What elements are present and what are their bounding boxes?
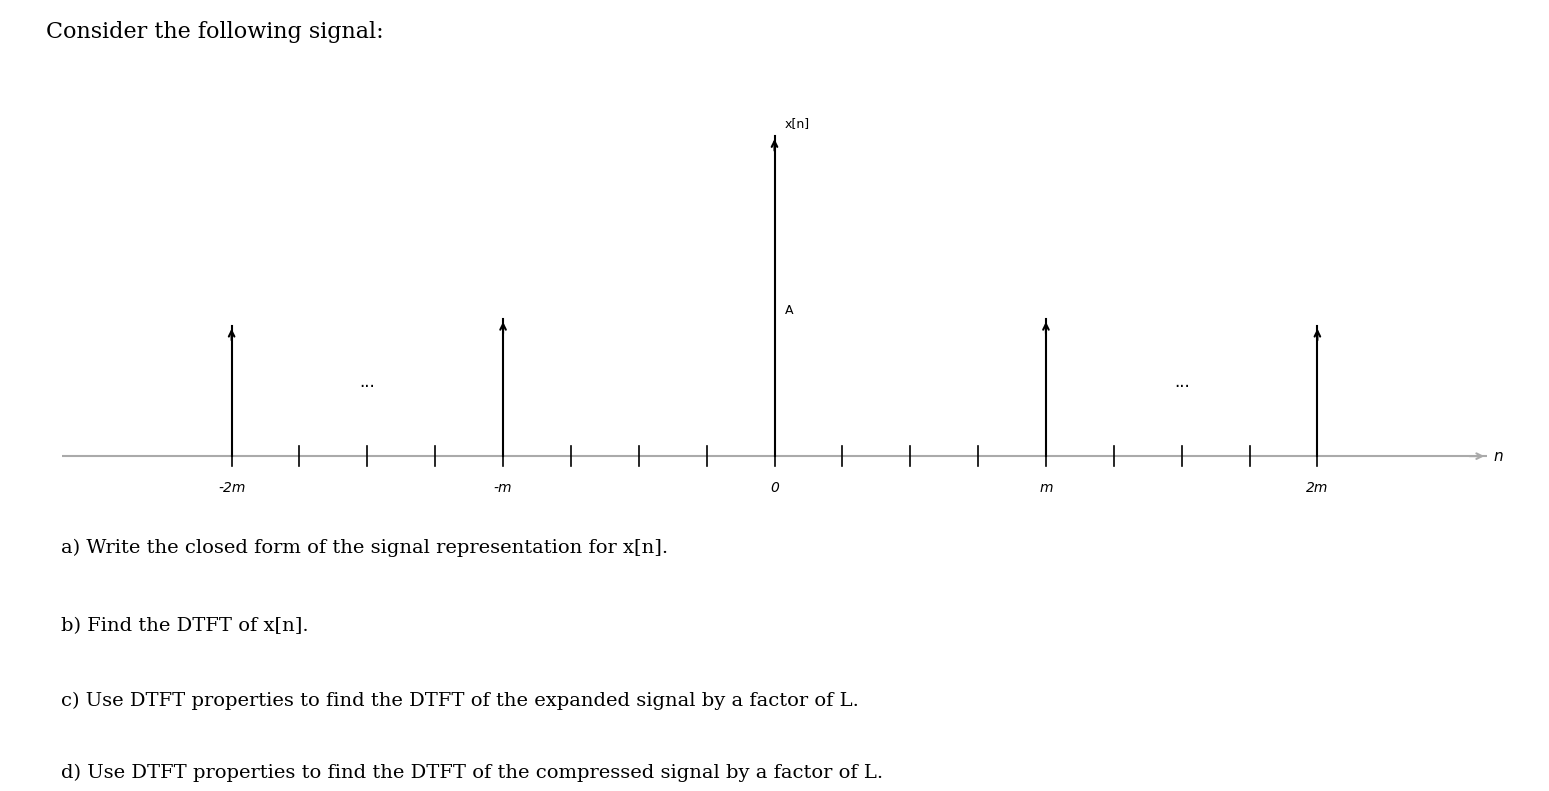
Text: c) Use DTFT properties to find the DTFT of the expanded signal by a factor of L.: c) Use DTFT properties to find the DTFT … [60,691,858,710]
Text: 2m: 2m [1306,481,1329,495]
Text: -m: -m [494,481,513,495]
Text: A: A [785,304,793,316]
Text: n: n [1493,448,1504,464]
Text: d) Use DTFT properties to find the DTFT of the compressed signal by a factor of : d) Use DTFT properties to find the DTFT … [60,764,883,782]
Text: ...: ... [1174,373,1190,391]
Text: -2m: -2m [218,481,245,495]
Text: m: m [1039,481,1053,495]
Text: x[n]: x[n] [785,118,810,131]
Text: b) Find the DTFT of x[n].: b) Find the DTFT of x[n]. [60,617,308,634]
Text: 0: 0 [770,481,779,495]
Text: Consider the following signal:: Consider the following signal: [46,21,384,43]
Text: ...: ... [359,373,375,391]
Text: a) Write the closed form of the signal representation for x[n].: a) Write the closed form of the signal r… [60,539,668,557]
